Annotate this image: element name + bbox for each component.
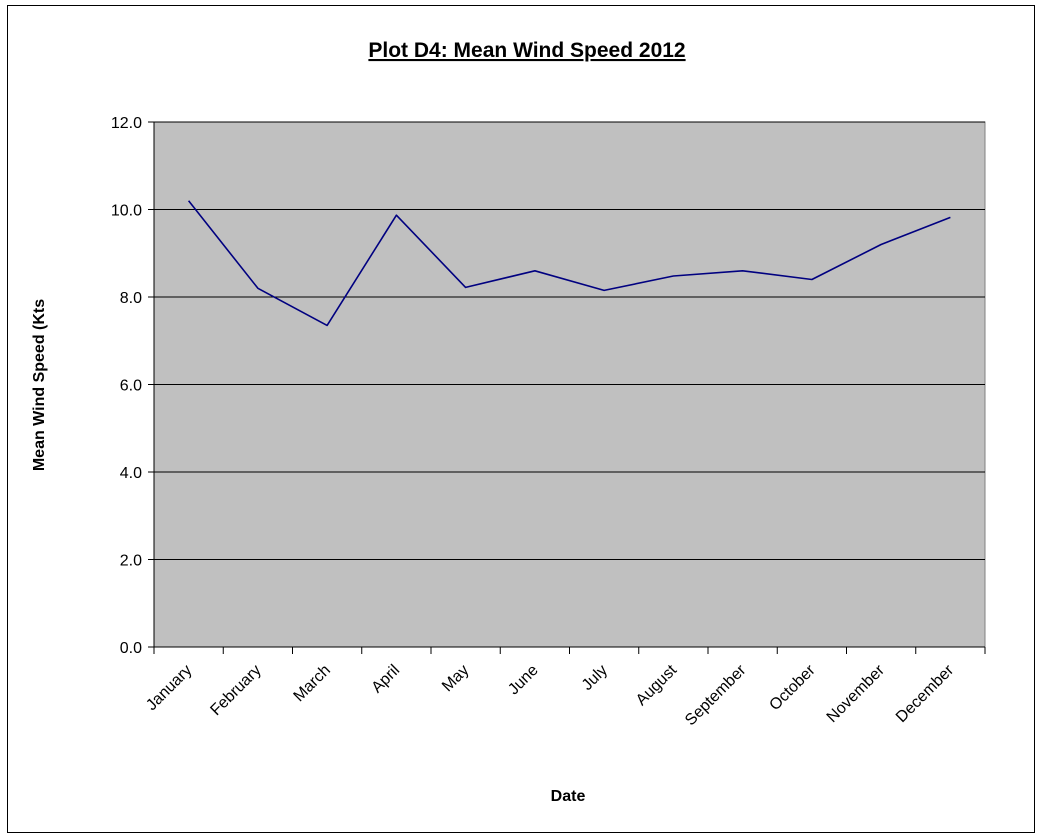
x-axis-ticks: January February March April May June July Augu… [143, 647, 986, 729]
x-tick-label: September [682, 661, 750, 729]
x-tick-label: June [505, 662, 542, 699]
y-tick-label: 0.0 [120, 640, 142, 657]
y-tick-label: 12.0 [111, 115, 142, 132]
x-tick-label: November [824, 661, 889, 726]
x-tick-label: February [207, 662, 264, 719]
x-tick-label: October [766, 661, 819, 714]
x-tick-label: August [633, 661, 681, 709]
x-tick-label: March [290, 662, 333, 705]
y-tick-label: 6.0 [120, 378, 142, 395]
x-tick-label: May [439, 662, 472, 695]
y-tick-label: 4.0 [120, 465, 142, 482]
y-tick-label: 8.0 [120, 290, 142, 307]
x-tick-label: December [893, 661, 958, 726]
chart-title: Plot D4: Mean Wind Speed 2012 [368, 39, 685, 62]
series-line [187, 200, 951, 327]
y-axis-title: Mean Wind Speed (Kts [31, 299, 48, 471]
y-tick-label: 2.0 [120, 553, 142, 570]
x-tick-label: April [369, 662, 404, 697]
y-axis-ticks: 0.0 2.0 4.0 6.0 8.0 10.0 12.0 [111, 115, 154, 657]
x-tick-label: January [143, 662, 195, 714]
grid-lines [154, 121, 985, 560]
series-group [187, 200, 951, 327]
y-tick-label: 10.0 [111, 203, 142, 220]
x-tick-label: July [579, 662, 611, 694]
x-axis-title: Date [551, 788, 586, 805]
